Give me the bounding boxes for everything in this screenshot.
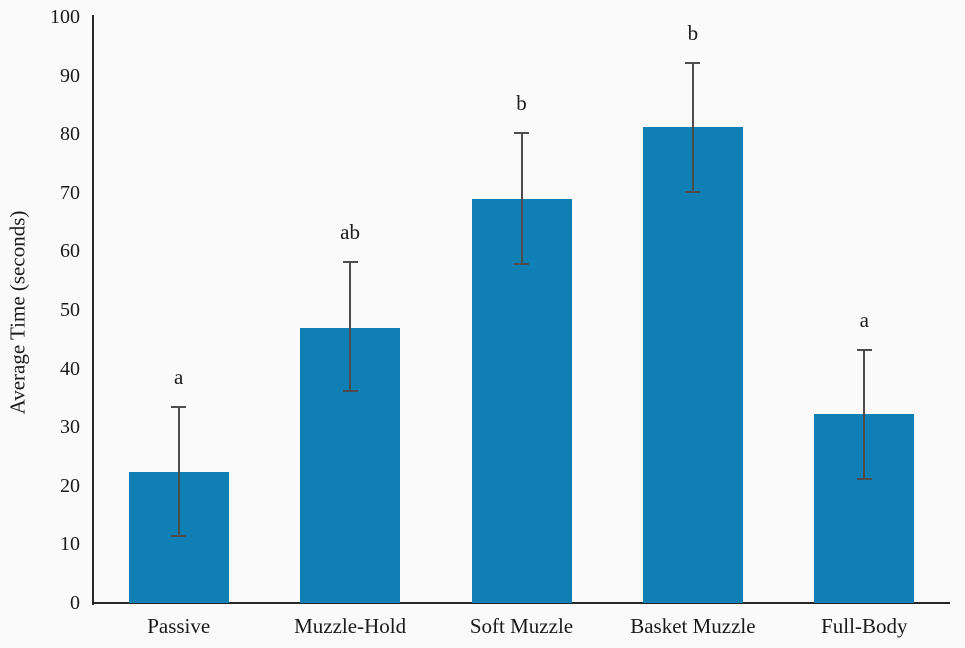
error-bar <box>691 62 694 192</box>
x-axis-label: Basket Muzzle <box>630 614 756 638</box>
y-tick-label: 10 <box>60 533 80 556</box>
y-axis-line <box>92 15 94 605</box>
error-bar-cap-bottom <box>514 263 529 266</box>
y-tick-label: 80 <box>60 123 80 146</box>
significance-letter: a <box>859 307 869 332</box>
error-bar-cap-bottom <box>856 477 872 480</box>
x-axis-label: Soft Muzzle <box>469 614 574 638</box>
significance-letter: b <box>516 91 527 116</box>
significance-letter: b <box>687 20 699 45</box>
error-bar <box>349 261 352 391</box>
x-axis-label: Muzzle-Hold <box>294 614 407 638</box>
x-axis-line <box>92 602 950 604</box>
y-tick-label: 50 <box>60 299 80 321</box>
error-bar-cap-top <box>856 348 872 351</box>
error-bar-cap-bottom <box>685 190 701 193</box>
error-bar <box>520 133 523 265</box>
error-bar-cap-top <box>171 406 187 409</box>
error-bar-cap-top <box>514 132 529 135</box>
y-tick-label: 40 <box>60 357 80 380</box>
significance-letter: ab <box>340 219 360 244</box>
x-axis-label: Full-Body <box>821 614 908 638</box>
y-tick-label: 30 <box>60 416 80 439</box>
y-tick-label: 90 <box>60 64 80 87</box>
error-bar-cap-bottom <box>342 389 358 392</box>
error-bar-cap-top <box>685 61 701 64</box>
error-bar-cap-top <box>342 260 358 263</box>
error-bar <box>863 349 866 479</box>
error-bar-cap-bottom <box>171 535 187 538</box>
bar <box>471 198 572 603</box>
x-axis-label: Passive <box>147 614 211 638</box>
y-tick-label: 70 <box>60 181 80 204</box>
error-bar <box>177 407 180 537</box>
bar <box>642 126 743 603</box>
y-tick-label: 100 <box>50 6 80 28</box>
y-tick-label: 20 <box>60 474 80 497</box>
y-tick-label: 60 <box>60 240 80 263</box>
significance-letter: a <box>174 365 184 390</box>
y-tick-label: 0 <box>70 592 80 614</box>
